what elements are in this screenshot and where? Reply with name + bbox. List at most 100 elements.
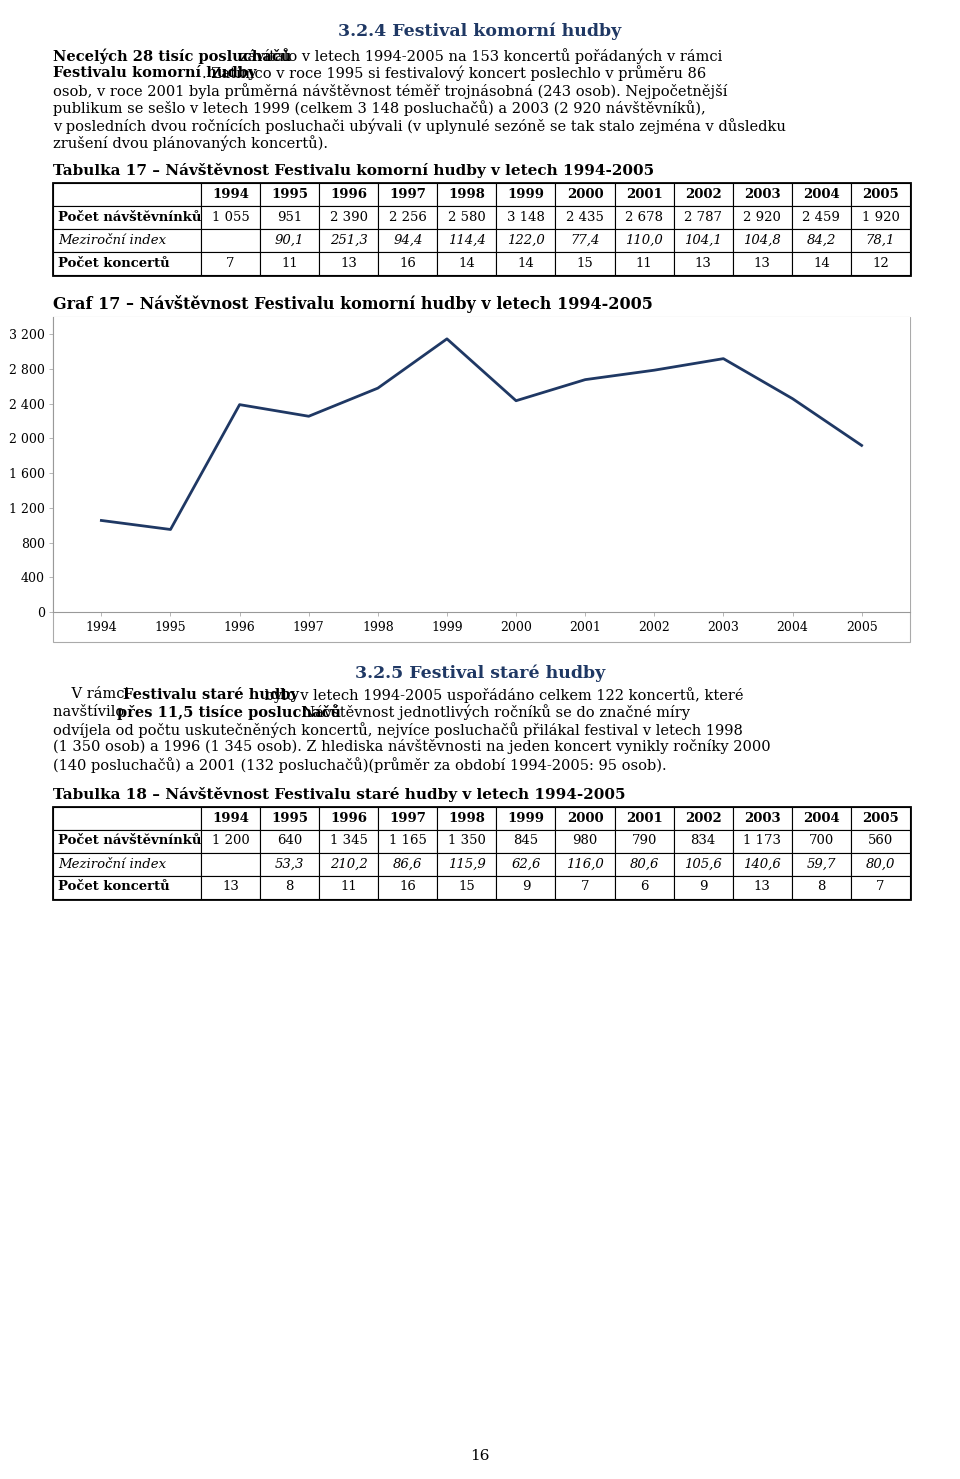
Bar [496,206,556,229]
Text: 1998: 1998 [448,188,486,201]
Text: 13: 13 [754,257,771,271]
Text: 15: 15 [577,257,593,271]
Bar [438,251,496,275]
Bar [792,206,851,229]
Bar [201,251,260,275]
Bar [556,251,614,275]
Text: 78,1: 78,1 [866,234,895,247]
Text: 2004: 2004 [803,812,840,824]
Text: 560: 560 [868,834,893,847]
Bar [53,183,201,206]
Bar [53,852,201,876]
Text: 3.2.4 Festival komorní hudby: 3.2.4 Festival komorní hudby [338,22,622,40]
Bar [201,806,260,830]
Text: 90,1: 90,1 [275,234,304,247]
Text: 1994: 1994 [212,188,249,201]
Text: Počet koncertů: Počet koncertů [58,257,170,271]
Bar [674,830,732,852]
Text: 2000: 2000 [566,188,603,201]
Bar [53,876,201,899]
Text: 1 345: 1 345 [330,834,368,847]
Bar [496,830,556,852]
Bar [496,876,556,899]
Text: 2005: 2005 [862,188,899,201]
Text: 53,3: 53,3 [275,858,304,871]
Text: 14: 14 [813,257,829,271]
Text: 2002: 2002 [684,188,722,201]
Text: 9: 9 [521,880,530,893]
Text: 104,8: 104,8 [743,234,781,247]
Bar [851,229,910,251]
Text: 2001: 2001 [626,812,662,824]
Bar [674,806,732,830]
Bar [260,876,319,899]
Bar [378,852,438,876]
Text: 80,0: 80,0 [866,858,895,871]
Bar [260,251,319,275]
Bar [201,206,260,229]
Bar [556,806,614,830]
Text: 104,1: 104,1 [684,234,722,247]
Text: Festivalu staré hudby: Festivalu staré hudby [123,688,300,703]
Bar [378,806,438,830]
Text: V rámci: V rámci [53,688,133,701]
Bar [792,806,851,830]
Bar [438,806,496,830]
Text: 140,6: 140,6 [743,858,781,871]
Text: 640: 640 [277,834,302,847]
Text: Meziroční index: Meziroční index [58,858,166,871]
Text: 116,0: 116,0 [566,858,604,871]
Text: 1 920: 1 920 [861,211,900,223]
Bar [53,251,201,275]
Text: 1995: 1995 [271,188,308,201]
Text: Počet návštěvnínků: Počet návštěvnínků [58,211,202,223]
Bar [319,806,378,830]
Text: 834: 834 [690,834,716,847]
Text: 80,6: 80,6 [630,858,659,871]
Bar [438,183,496,206]
Text: 16: 16 [470,1449,490,1463]
Text: zrušení dvou plánovaných koncertů).: zrušení dvou plánovaných koncertů). [53,136,328,151]
Text: 13: 13 [695,257,711,271]
Text: přes 11,5 tisíce posluchačů: přes 11,5 tisíce posluchačů [117,704,342,720]
Text: bylo v letech 1994-2005 uspořádáno celkem 122 koncertů, které: bylo v letech 1994-2005 uspořádáno celke… [260,688,743,703]
Bar [496,806,556,830]
Bar [260,852,319,876]
Text: 2 435: 2 435 [566,211,604,223]
Text: 1995: 1995 [271,812,308,824]
Bar [438,229,496,251]
Text: 77,4: 77,4 [570,234,600,247]
Text: 2002: 2002 [684,812,722,824]
Bar [732,806,792,830]
Bar [792,183,851,206]
Text: Počet návštěvnínků: Počet návštěvnínků [58,834,202,847]
Text: Tabulka 18 – Návštěvnost Festivalu staré hudby v letech 1994-2005: Tabulka 18 – Návštěvnost Festivalu staré… [53,787,626,802]
Bar [53,830,201,852]
Bar [201,229,260,251]
Text: 6: 6 [640,880,648,893]
Text: 2 678: 2 678 [625,211,663,223]
Text: Tabulka 17 – Návštěvnost Festivalu komorní hudby v letech 1994-2005: Tabulka 17 – Návštěvnost Festivalu komor… [53,163,654,177]
Bar [496,852,556,876]
Bar [378,830,438,852]
Bar [732,183,792,206]
Bar [792,830,851,852]
Text: v posledních dvou ročnících posluchači ubývali (v uplynulé sezóně se tak stalo z: v posledních dvou ročnících posluchači u… [53,118,786,135]
Text: 13: 13 [222,880,239,893]
Bar [201,830,260,852]
Bar [438,876,496,899]
Text: 105,6: 105,6 [684,858,722,871]
Text: 790: 790 [632,834,657,847]
Bar [438,206,496,229]
Text: 1998: 1998 [448,812,486,824]
Bar [260,806,319,830]
Text: 13: 13 [340,257,357,271]
Text: 94,4: 94,4 [393,234,422,247]
Text: Necelých 28 tisíc posluchačů: Necelých 28 tisíc posluchačů [53,47,292,64]
Bar [556,876,614,899]
Text: Graf 17 – Návštěvnost Festivalu komorní hudby v letech 1994-2005: Graf 17 – Návštěvnost Festivalu komorní … [53,294,653,314]
Text: 1994: 1994 [212,812,249,824]
Text: 1 165: 1 165 [389,834,427,847]
Bar [614,183,674,206]
Bar [792,229,851,251]
